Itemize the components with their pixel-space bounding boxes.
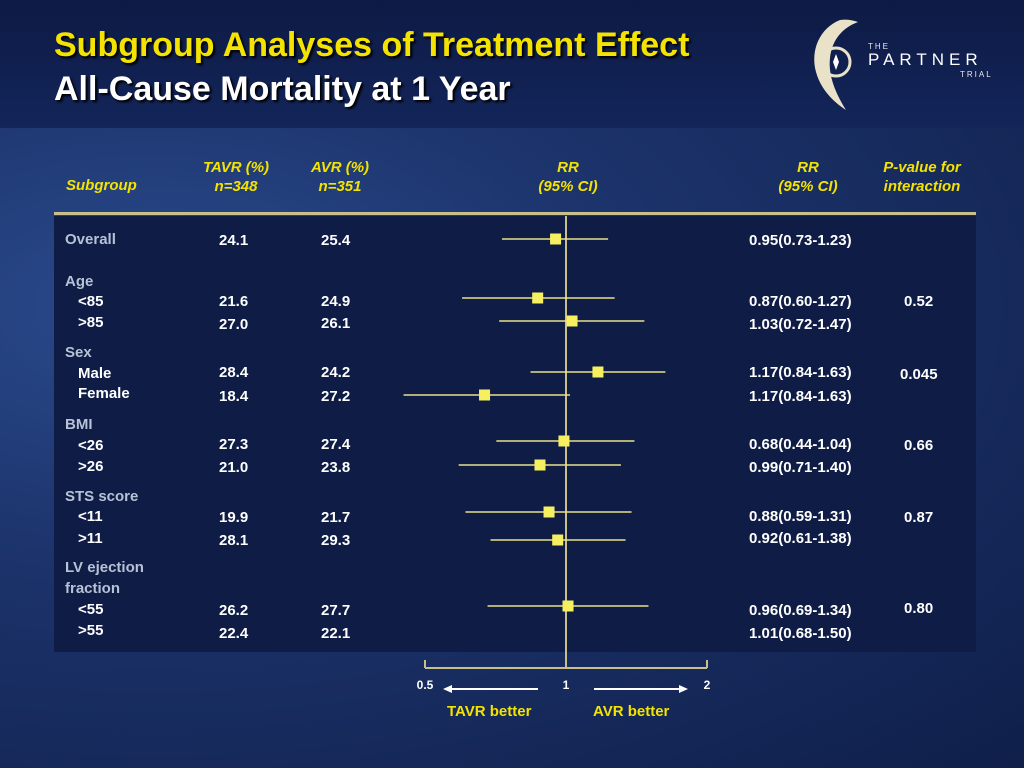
row-label: >85 (78, 314, 104, 331)
row-label: <11 (78, 508, 103, 525)
avr-value: 21.7 (321, 509, 351, 526)
row-label: <85 (78, 293, 104, 310)
logo-trial-text: TRIAL (960, 70, 993, 79)
header-rr-plot-line1: RR (557, 159, 579, 176)
slide-subtitle: All-Cause Mortality at 1 Year (54, 70, 511, 108)
x-tick-label: 2 (704, 678, 711, 692)
tavr-value: 19.9 (219, 509, 249, 526)
group-lv-ef-line2: fraction (65, 580, 121, 597)
header-pvalue-line1: P-value for (883, 159, 961, 176)
header-rr-text: RR (95% CI) (748, 158, 868, 196)
rr-text: 1.03(0.72-1.47) (749, 316, 852, 333)
row-label: >55 (78, 622, 104, 639)
header-rr-text-line1: RR (797, 159, 819, 176)
header-rr-text-line2: (95% CI) (778, 178, 838, 195)
tavr-value: 21.6 (219, 293, 249, 310)
row-label: >26 (78, 458, 104, 475)
group-age: Age (65, 273, 94, 290)
avr-value: 29.3 (321, 532, 351, 549)
pvalue-age: 0.52 (904, 293, 934, 310)
tavr-better-arrowhead (443, 685, 452, 693)
tavr-value: 22.4 (219, 625, 249, 642)
row-label: >11 (78, 530, 103, 547)
logo-the-text: THE (868, 42, 890, 51)
header-rr-plot: RR (95% CI) (508, 158, 628, 196)
tavr-value: 18.4 (219, 388, 249, 405)
avr-value: 22.1 (321, 625, 351, 642)
row-label: <26 (78, 437, 104, 454)
tavr-value: 27.3 (219, 436, 249, 453)
avr-value: 24.2 (321, 364, 351, 381)
data-panel (54, 216, 976, 652)
rr-text: 0.96(0.69-1.34) (749, 602, 852, 619)
pvalue-bmi: 0.66 (904, 437, 934, 454)
row-label: Female (78, 385, 130, 402)
tavr-value: 27.0 (219, 316, 249, 333)
header-avr: AVR (%) n=351 (284, 158, 396, 196)
x-tick-label: 0.5 (417, 678, 434, 692)
rr-text: 0.68(0.44-1.04) (749, 436, 852, 453)
header-pvalue: P-value for interaction (870, 158, 974, 196)
avr-value: 27.2 (321, 388, 351, 405)
rr-text: 0.87(0.60-1.27) (749, 293, 852, 310)
pvalue-sex: 0.045 (900, 366, 938, 383)
header-avr-line2: n=351 (318, 178, 362, 195)
header-avr-line1: AVR (%) (310, 159, 370, 176)
rr-text: 0.99(0.71-1.40) (749, 459, 852, 476)
group-sts-score: STS score (65, 488, 139, 505)
avr-value: 26.1 (321, 315, 351, 332)
header-pvalue-line2: interaction (883, 178, 961, 195)
logo-partner-text: PARTNER (868, 50, 983, 69)
rr-text: 0.92(0.61-1.38) (749, 530, 852, 547)
avr-value: 27.4 (321, 436, 351, 453)
avr-value: 27.7 (321, 602, 351, 619)
tavr-better-label: TAVR better (447, 703, 532, 720)
avr-value: 23.8 (321, 459, 351, 476)
row-label: Male (78, 365, 112, 382)
header-tavr-line1: TAVR (%) (202, 159, 270, 176)
group-overall: Overall (65, 231, 116, 248)
slide-title: Subgroup Analyses of Treatment Effect (54, 26, 690, 64)
row-label: <55 (78, 601, 104, 618)
rr-text: 1.17(0.84-1.63) (749, 364, 852, 381)
avr-value: 25.4 (321, 232, 351, 249)
pvalue-lvef: 0.80 (904, 600, 934, 617)
pvalue-sts: 0.87 (904, 509, 934, 526)
x-tick-label: 1 (563, 678, 570, 692)
header-tavr-line2: n=348 (214, 178, 258, 195)
header-rr-plot-line2: (95% CI) (538, 178, 598, 195)
tavr-value: 28.4 (219, 364, 249, 381)
header-divider (54, 212, 976, 215)
tavr-value: 28.1 (219, 532, 249, 549)
avr-better-arrowhead (679, 685, 688, 693)
rr-text: 0.95(0.73-1.23) (749, 232, 852, 249)
rr-text: 1.01(0.68-1.50) (749, 625, 852, 642)
rr-text: 1.17(0.84-1.63) (749, 388, 852, 405)
tavr-value: 21.0 (219, 459, 249, 476)
header-tavr: TAVR (%) n=348 (180, 158, 292, 196)
avr-value: 24.9 (321, 293, 351, 310)
group-sex: Sex (65, 344, 92, 361)
avr-better-label: AVR better (593, 703, 670, 720)
group-lv-ef-line1: LV ejection (65, 559, 144, 576)
rr-text: 0.88(0.59-1.31) (749, 508, 852, 525)
tavr-value: 24.1 (219, 232, 249, 249)
header-subgroup: Subgroup (66, 177, 137, 194)
tavr-value: 26.2 (219, 602, 249, 619)
group-bmi: BMI (65, 416, 93, 433)
partner-trial-logo-icon (814, 19, 858, 110)
